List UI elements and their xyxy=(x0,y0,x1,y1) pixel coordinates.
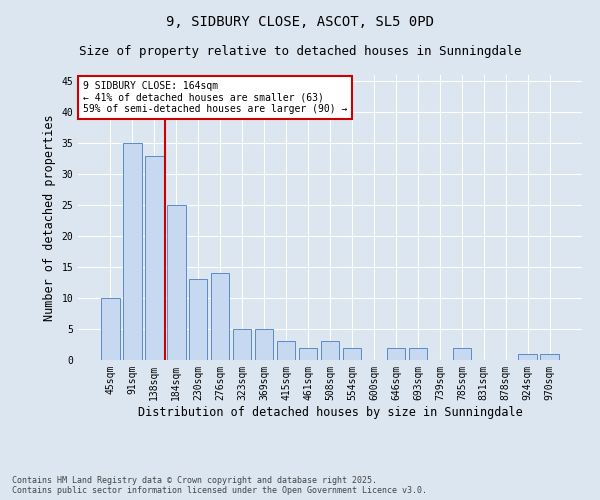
Bar xyxy=(123,143,142,360)
Bar xyxy=(320,342,340,360)
Bar xyxy=(409,348,427,360)
Bar xyxy=(233,329,251,360)
Bar xyxy=(189,280,208,360)
Text: 9 SIDBURY CLOSE: 164sqm
← 41% of detached houses are smaller (63)
59% of semi-de: 9 SIDBURY CLOSE: 164sqm ← 41% of detache… xyxy=(83,80,347,114)
Bar xyxy=(343,348,361,360)
Bar xyxy=(518,354,537,360)
Text: 9, SIDBURY CLOSE, ASCOT, SL5 0PD: 9, SIDBURY CLOSE, ASCOT, SL5 0PD xyxy=(166,15,434,29)
Text: Size of property relative to detached houses in Sunningdale: Size of property relative to detached ho… xyxy=(79,45,521,58)
Bar xyxy=(386,348,405,360)
Text: Contains HM Land Registry data © Crown copyright and database right 2025.
Contai: Contains HM Land Registry data © Crown c… xyxy=(12,476,427,495)
Bar xyxy=(541,354,559,360)
Bar xyxy=(167,205,185,360)
Bar xyxy=(211,274,229,360)
Bar xyxy=(299,348,317,360)
Bar xyxy=(452,348,471,360)
Bar xyxy=(145,156,164,360)
Bar xyxy=(255,329,274,360)
Bar xyxy=(101,298,119,360)
Bar xyxy=(277,342,295,360)
X-axis label: Distribution of detached houses by size in Sunningdale: Distribution of detached houses by size … xyxy=(137,406,523,418)
Y-axis label: Number of detached properties: Number of detached properties xyxy=(43,114,56,321)
